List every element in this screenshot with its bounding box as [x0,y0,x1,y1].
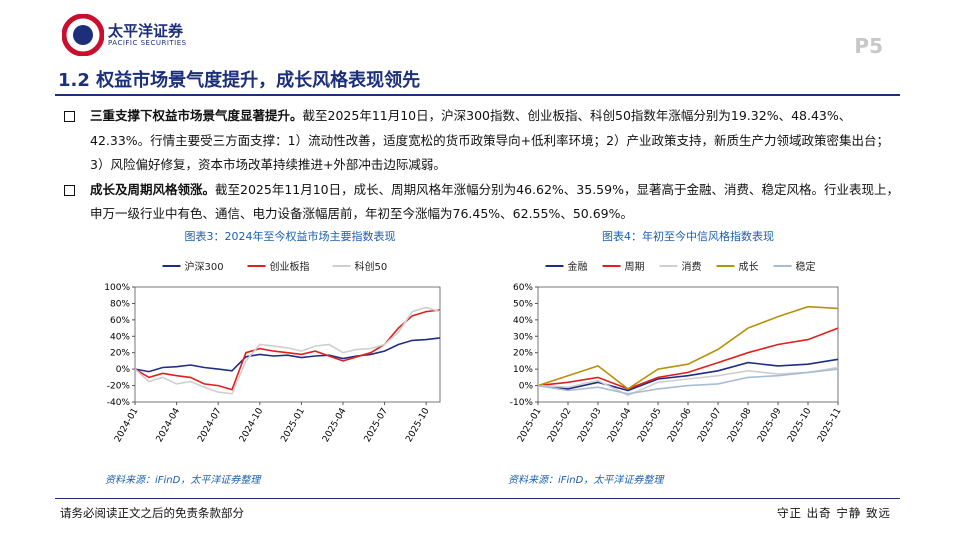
series-line [134,337,441,373]
y-tick-label: 60% [110,316,130,326]
legend-label: 周期 [625,261,645,273]
x-tick-label: 2025-07 [696,407,723,445]
y-tick-label: 10% [513,365,533,375]
x-tick-label: 2025-10 [786,406,814,444]
y-tick-label: 40% [513,316,533,326]
x-tick-label: 2025-04 [606,406,634,444]
logo-icon [62,14,104,56]
x-tick-label: 2024-07 [196,407,223,445]
bullet-list: 三重支撑下权益市场景气度显著提升。截至2025年11月10日，沪深300指数、创… [60,104,900,227]
y-tick-label: 20% [513,349,533,359]
chart-source: 资料来源：iFinD，太平洋证券整理 [105,474,262,486]
footer-disclaimer: 请务必阅读正文之后的免责条款部分 [60,506,244,520]
legend-label: 创业板指 [270,260,310,273]
legend-label: 稳定 [796,260,816,273]
bullet-text: 截至2025年11月10日，沪深300指数、创业板指、科创50指数年涨幅分别为1… [90,108,890,172]
x-tick-label: 2025-07 [363,407,390,445]
legend-label: 金融 [568,260,588,273]
x-tick-label: 2025-04 [321,406,349,444]
bullet-text: 截至2025年11月10日，成长、周期风格年涨幅分别为46.62%、35.59%… [90,181,899,222]
x-tick-label: 2024-04 [155,406,183,444]
y-tick-label: -40% [107,398,131,408]
x-tick-label: 2025-02 [546,407,573,445]
series-line [537,366,839,397]
x-tick-label: 2025-10 [404,406,432,444]
footer-rule [55,498,900,499]
x-tick-label: 2024-01 [113,407,140,445]
y-tick-label: 0% [116,365,131,375]
legend-label: 成长 [739,261,759,273]
y-tick-label: -20% [107,382,131,392]
x-tick-label: 2025-11 [816,407,843,445]
plot-frame [537,286,839,403]
chart-title: 图表4：年初至今中信风格指数表现 [602,229,774,243]
title-rule [55,94,900,96]
chart-title: 图表3：2024年至今权益市场主要指数表现 [185,229,396,243]
series-line [537,327,839,390]
y-tick-label: 40% [110,332,130,342]
bullet-lead: 成长及周期风格领涨。 [90,181,216,197]
bullet-lead: 三重支撑下权益市场景气度显著提升。 [90,108,303,123]
bullet: 成长及周期风格领涨。截至2025年11月10日，成长、周期风格年涨幅分别为46.… [60,178,900,227]
y-tick-label: 30% [513,332,533,342]
footer-motto: 守正 出奇 宁静 致远 [777,506,891,520]
series-line [537,368,839,395]
y-tick-label: 50% [513,299,533,309]
x-tick-label: 2025-01 [279,407,306,445]
x-tick-label: 2025-09 [756,406,784,444]
series-line [537,358,839,392]
y-tick-label: 100% [104,283,130,293]
legend-label: 科创50 [355,260,388,273]
logo-subtext: PACIFIC SECURITIES [108,39,187,47]
bullet: 三重支撑下权益市场景气度显著提升。截至2025年11月10日，沪深300指数、创… [60,104,900,178]
y-tick-label: 20% [110,349,130,359]
x-tick-label: 2025-06 [666,406,694,444]
x-tick-label: 2025-01 [516,407,543,445]
x-tick-label: 2025-08 [726,406,754,444]
chart-source: 资料来源：iFinD，太平洋证券整理 [508,474,665,486]
plot-frame [134,286,441,403]
page-number: P5 [854,34,883,58]
y-tick-label: 0% [519,382,534,392]
x-tick-label: 2025-05 [636,407,663,445]
legend-label: 沪深300 [185,260,224,273]
y-tick-label: 80% [110,299,130,309]
x-tick-label: 2024-10 [238,406,266,444]
series-line [537,305,839,390]
y-tick-label: 60% [513,283,533,293]
series-line [134,309,441,391]
legend-label: 消费 [682,260,702,273]
y-tick-label: -10% [510,398,534,408]
series-line [134,306,441,395]
section-title: 1.2 权益市场景气度提升，成长风格表现领先 [58,70,421,91]
logo-text: 太平洋证券 [108,22,184,40]
x-tick-label: 2025-03 [576,407,603,445]
